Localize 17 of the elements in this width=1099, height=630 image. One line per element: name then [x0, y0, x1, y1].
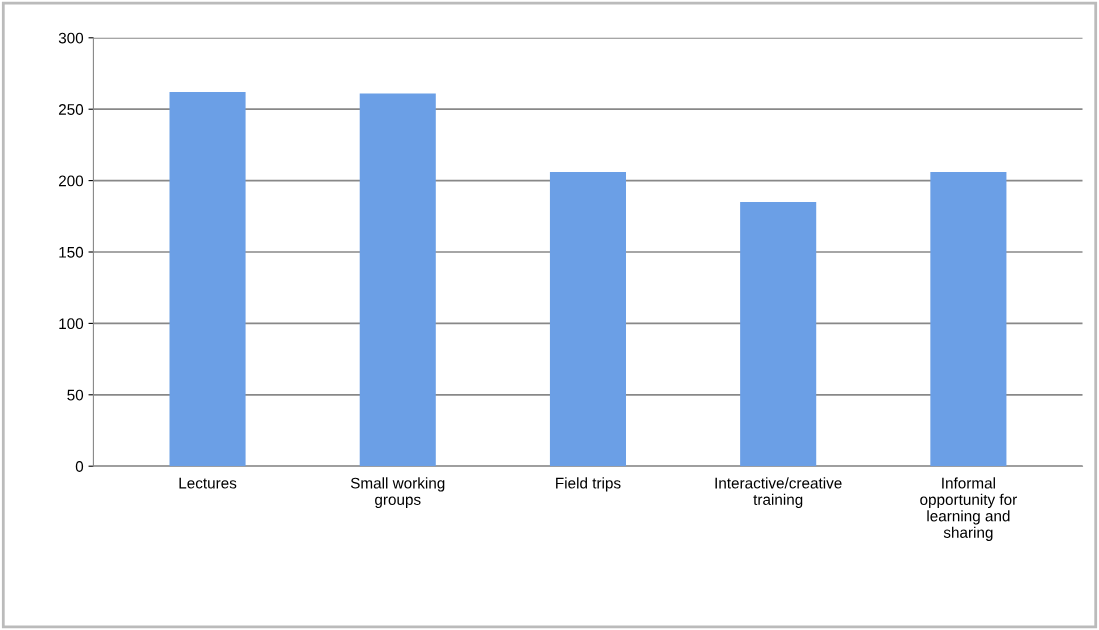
- y-tick-label: 0: [75, 461, 84, 472]
- x-tick-label: Interactive/creative training: [715, 477, 842, 509]
- bar: [930, 172, 1007, 467]
- y-tick-label: 300: [58, 32, 84, 44]
- y-tick-label: 100: [59, 318, 84, 330]
- y-tick-label: 50: [67, 389, 84, 401]
- bar: [169, 92, 246, 467]
- bar: [740, 202, 817, 467]
- y-tick-label: 200: [58, 175, 84, 187]
- y-tick-label: 150: [59, 246, 84, 258]
- x-tick-label: Field trips: [556, 477, 621, 492]
- bar: [549, 172, 627, 467]
- bar: [359, 93, 436, 467]
- x-tick-label: Lectures: [179, 477, 237, 489]
- x-tick-label: Small working groups: [350, 477, 445, 509]
- x-tick-label: Informal opportunity for learning and sharing: [920, 477, 1017, 541]
- y-tick-label: 250: [58, 104, 84, 115]
